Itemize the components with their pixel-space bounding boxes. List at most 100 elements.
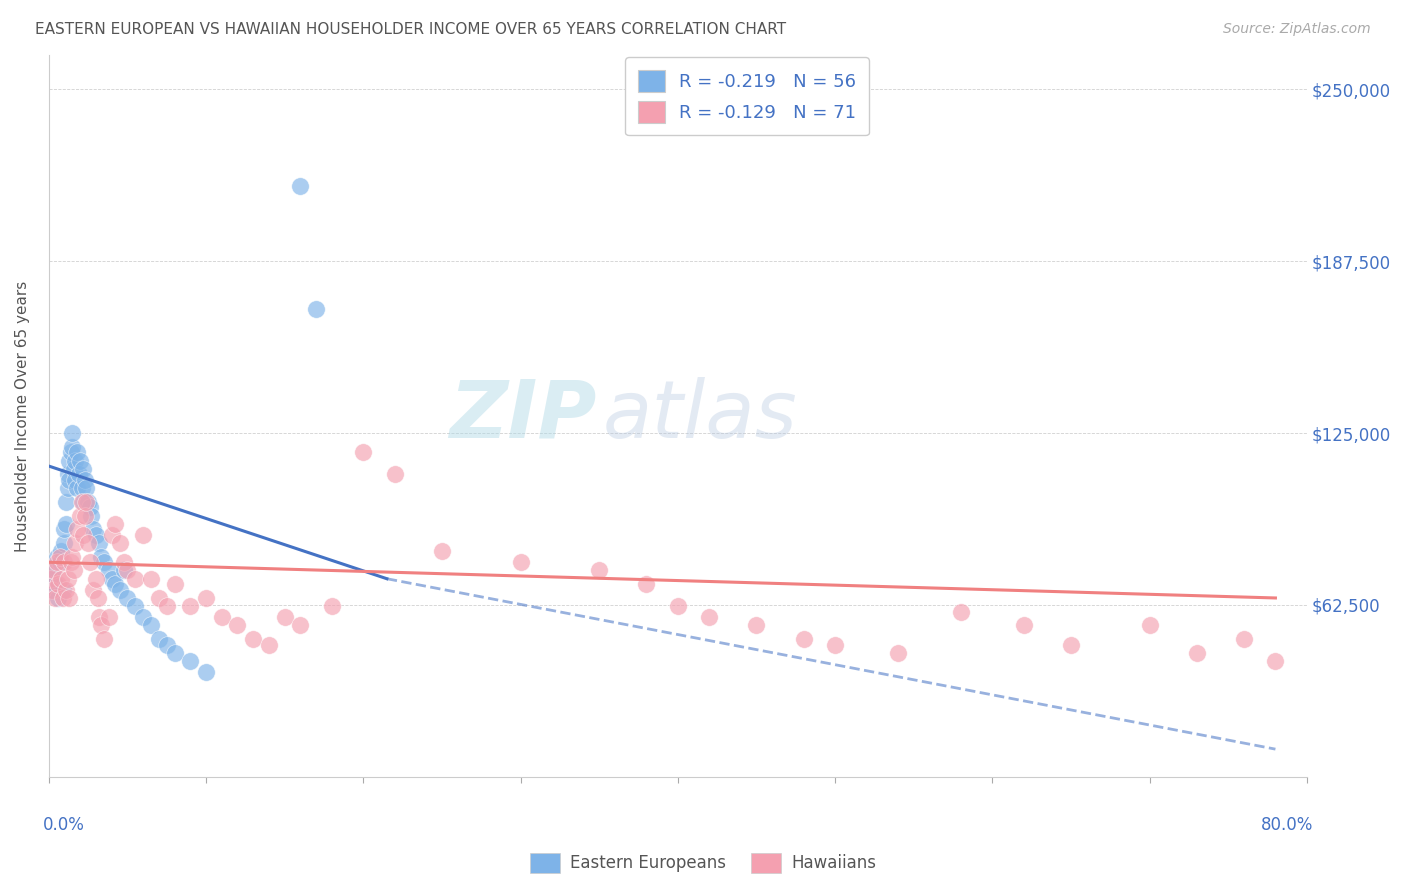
Point <box>60 549 83 564</box>
Point <box>290 178 312 193</box>
Point <box>65 536 87 550</box>
Point <box>93 555 115 569</box>
Point <box>82 582 104 597</box>
Point <box>139 572 162 586</box>
Point <box>73 508 96 523</box>
Point <box>104 516 127 531</box>
Point <box>273 610 295 624</box>
Point <box>41 572 63 586</box>
Point <box>949 605 972 619</box>
Point <box>42 564 65 578</box>
Point <box>793 632 815 647</box>
Point <box>112 555 135 569</box>
Point <box>100 528 122 542</box>
Point <box>46 591 69 605</box>
Point <box>242 632 264 647</box>
Point <box>117 564 139 578</box>
Point <box>887 646 910 660</box>
Point <box>124 572 146 586</box>
Point <box>93 632 115 647</box>
Point <box>179 599 201 614</box>
Text: 80.0%: 80.0% <box>1261 816 1313 834</box>
Point <box>45 555 67 569</box>
Point <box>79 555 101 569</box>
Point <box>117 591 139 605</box>
Point <box>195 665 218 680</box>
Point <box>59 555 82 569</box>
Point <box>163 577 186 591</box>
Point <box>51 544 73 558</box>
Point <box>72 462 94 476</box>
Point <box>59 445 82 459</box>
Point <box>430 544 453 558</box>
Point <box>60 440 83 454</box>
Point <box>66 445 89 459</box>
Text: atlas: atlas <box>602 377 797 455</box>
Point <box>1060 638 1083 652</box>
Point <box>58 453 80 467</box>
Point <box>82 522 104 536</box>
Text: Source: ZipAtlas.com: Source: ZipAtlas.com <box>1223 22 1371 37</box>
Point <box>58 591 80 605</box>
Point <box>226 618 249 632</box>
Point <box>112 564 135 578</box>
Text: 0.0%: 0.0% <box>42 816 84 834</box>
Point <box>52 591 75 605</box>
Point <box>132 610 155 624</box>
Point <box>588 564 610 578</box>
Point <box>45 549 67 564</box>
Point <box>79 500 101 515</box>
Point <box>745 618 768 632</box>
Point <box>509 555 531 569</box>
Point <box>67 467 90 482</box>
Point <box>321 599 343 614</box>
Point <box>46 577 69 591</box>
Point <box>55 495 77 509</box>
Point <box>53 536 76 550</box>
Point <box>97 610 120 624</box>
Point <box>352 445 374 459</box>
Point <box>77 495 100 509</box>
Point <box>156 599 179 614</box>
Point <box>257 638 280 652</box>
Point <box>66 522 89 536</box>
Point <box>156 638 179 652</box>
Point <box>86 591 108 605</box>
Legend: Eastern Europeans, Hawaiians: Eastern Europeans, Hawaiians <box>523 847 883 880</box>
Point <box>63 462 86 476</box>
Point <box>56 467 79 482</box>
Point <box>69 508 91 523</box>
Point <box>211 610 233 624</box>
Point <box>39 572 62 586</box>
Point <box>53 555 76 569</box>
Point <box>70 495 93 509</box>
Point <box>139 618 162 632</box>
Point <box>1233 632 1256 647</box>
Point <box>636 577 658 591</box>
Point <box>97 564 120 578</box>
Point <box>55 516 77 531</box>
Point <box>179 654 201 668</box>
Point <box>305 302 328 317</box>
Point <box>90 618 112 632</box>
Point <box>49 555 72 569</box>
Point <box>84 528 107 542</box>
Point <box>697 610 720 624</box>
Point <box>1185 646 1208 660</box>
Point <box>104 577 127 591</box>
Point <box>58 473 80 487</box>
Point <box>56 572 79 586</box>
Point <box>63 564 86 578</box>
Point <box>824 638 846 652</box>
Point <box>108 536 131 550</box>
Point <box>55 582 77 597</box>
Point <box>53 522 76 536</box>
Point <box>42 564 65 578</box>
Point <box>56 481 79 495</box>
Point <box>80 508 103 523</box>
Point <box>87 610 110 624</box>
Point <box>65 473 87 487</box>
Point <box>163 646 186 660</box>
Point <box>51 572 73 586</box>
Point <box>76 481 98 495</box>
